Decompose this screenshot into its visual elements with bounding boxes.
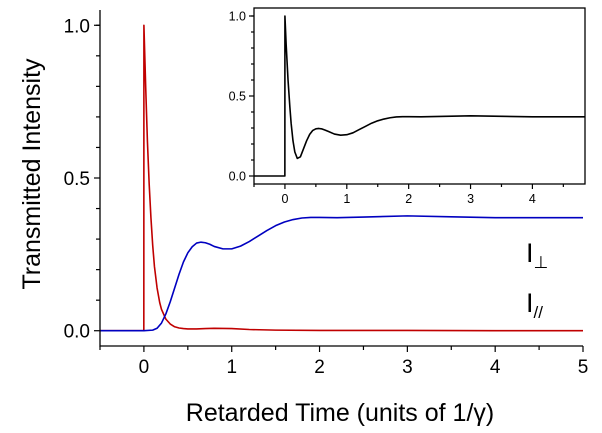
inset-x-tick-label: 4 — [529, 192, 536, 206]
curve-label-perp-main: I — [526, 238, 534, 268]
curve-label-parallel-sub: // — [534, 303, 544, 322]
main-curves — [100, 24, 583, 332]
x-tick-label: 5 — [578, 357, 589, 378]
y-axis-title: Transmitted Intensity — [18, 58, 46, 290]
curve-label-perp-sub: ⊥ — [534, 253, 549, 272]
y-tick-label: 0.0 — [64, 322, 90, 343]
inset-background — [254, 8, 585, 184]
x-tick-label: 4 — [490, 357, 501, 378]
inset-x-ticks: 0 1 2 3 4 — [253, 184, 564, 206]
main-y-ticks: 0.0 0.5 1.0 — [64, 16, 100, 343]
x-tick-label: 2 — [314, 357, 325, 378]
main-plot: 0 1 2 3 4 5 0.0 0.5 1.0 Retarded Time (units of… — [18, 10, 588, 427]
inset-y-tick-label: 0.0 — [229, 170, 246, 184]
x-tick-label: 1 — [226, 357, 237, 378]
inset-y-tick-label: 1.0 — [229, 10, 246, 24]
curve-label-perp: I⊥ — [526, 238, 548, 272]
perpendicular-curve — [100, 215, 583, 332]
inset-x-tick-label: 0 — [281, 192, 288, 206]
inset-curves — [254, 15, 585, 177]
x-tick-label: 3 — [402, 357, 413, 378]
x-tick-label: 0 — [139, 357, 150, 378]
x-axis-title: Retarded Time (units of 1/γ) — [186, 399, 494, 427]
y-tick-label: 0.5 — [64, 169, 90, 190]
curve-label-parallel: I// — [526, 288, 543, 322]
main-x-ticks: 0 1 2 3 4 5 — [99, 346, 589, 378]
parallel-curve — [100, 24, 583, 332]
inset-x-tick-label: 3 — [467, 192, 474, 206]
inset-x-tick-label: 1 — [343, 192, 350, 206]
inset-plot: 0 1 2 3 4 0.0 0.5 1.0 — [229, 7, 586, 206]
curve-label-parallel-main: I — [526, 288, 534, 318]
inset-total-curve — [254, 15, 585, 177]
inset-y-ticks: 0.0 0.5 1.0 — [229, 10, 254, 184]
inset-x-tick-label: 2 — [405, 192, 412, 206]
y-tick-label: 1.0 — [64, 16, 90, 37]
inset-y-tick-label: 0.5 — [229, 90, 246, 104]
